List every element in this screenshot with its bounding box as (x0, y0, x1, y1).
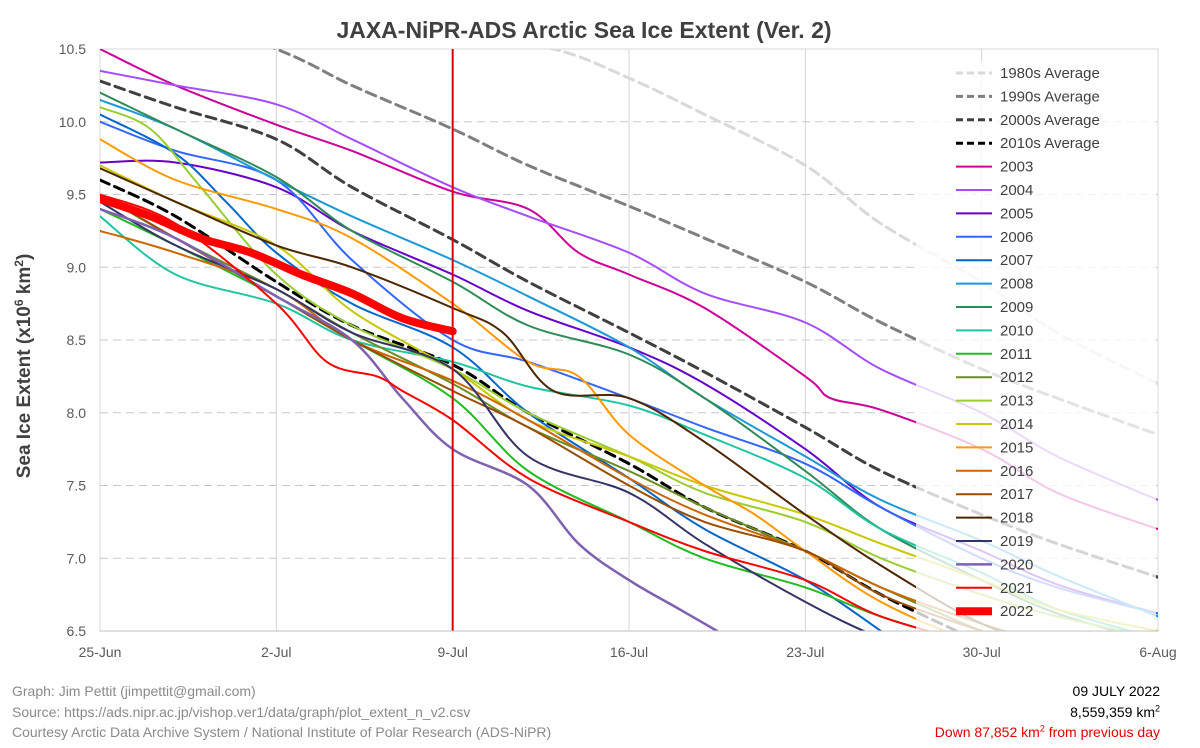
series-line-2015 (100, 138, 948, 631)
series-line-2021 (100, 193, 932, 631)
legend-label-2013: 2013 (1000, 393, 1033, 410)
chart-title: JAXA-NiPR-ADS Arctic Sea Ice Extent (Ver… (336, 17, 831, 43)
x-tick-label: 9-Jul (437, 644, 467, 660)
legend-label-2006: 2006 (1000, 229, 1033, 246)
legend-label-2014: 2014 (1000, 416, 1033, 433)
legend-label-2007: 2007 (1000, 252, 1033, 269)
x-tick-label: 25-Jun (79, 644, 122, 660)
y-tick-label: 7.5 (67, 478, 87, 494)
x-tick-label: 6-Aug (1139, 644, 1176, 660)
legend-label-2009: 2009 (1000, 299, 1033, 316)
legend-label-1990s-average: 1990s Average (1000, 88, 1100, 105)
legend-label-2011: 2011 (1000, 346, 1032, 363)
series-line-2022 (100, 194, 457, 336)
legend-label-2010: 2010 (1000, 322, 1033, 339)
y-tick-label: 9.5 (67, 187, 87, 203)
series-line-1980s-average (546, 49, 1158, 386)
courtesy-credit: Courtesy Arctic Data Archive System / Na… (12, 724, 552, 740)
legend-label-2000s-average: 2000s Average (1000, 112, 1100, 129)
legend-label-2015: 2015 (1000, 439, 1033, 456)
legend-box (916, 61, 1156, 631)
legend-label-2018: 2018 (1000, 510, 1033, 527)
footer-stats: 09 JULY 2022 8,559,359 km2 Down 87,852 k… (935, 681, 1160, 743)
y-tick-label: 10.5 (59, 41, 86, 57)
sea-ice-chart: JAXA-NiPR-ADS Arctic Sea Ice Extent (Ver… (12, 17, 1177, 660)
series-line-2018 (100, 167, 1004, 631)
legend-label-1980s-average: 1980s Average (1000, 65, 1100, 82)
report-date: 09 JULY 2022 (1072, 683, 1160, 699)
legend-label-2019: 2019 (1000, 533, 1033, 550)
legend-label-2003: 2003 (1000, 159, 1033, 176)
y-tick-label: 8.5 (67, 332, 87, 348)
legend-label-2005: 2005 (1000, 205, 1033, 222)
graph-credit: Graph: Jim Pettit (jimpettit@gmail.com) (12, 683, 256, 699)
legend-label-2010s-average: 2010s Average (1000, 135, 1100, 152)
y-tick-label: 8.0 (67, 405, 87, 421)
axes: 6.5 7.0 7.5 8.0 8.5 9.0 9.5 10.0 10.5 25-Jun 2-Jul… (59, 41, 1177, 660)
legend-label-2008: 2008 (1000, 276, 1033, 293)
y-axis-label: Sea Ice Extent (x106 km2) (12, 254, 35, 479)
daily-change: Down 87,852 km2 from previous day (934, 723, 1160, 740)
series-line-2012 (100, 193, 985, 631)
y-tick-label: 9.0 (67, 259, 87, 275)
legend-label-2021: 2021 (1000, 580, 1033, 597)
x-tick-label: 2-Jul (261, 644, 291, 660)
legend-label-2012: 2012 (1000, 369, 1033, 386)
series-line-2019 (100, 200, 867, 631)
series-line-2017 (100, 193, 985, 631)
legend-label-2016: 2016 (1000, 463, 1033, 480)
legend-label-2020: 2020 (1000, 556, 1033, 573)
legend-label-2022: 2022 (1000, 603, 1033, 620)
series-line-2020 (100, 207, 720, 631)
y-tick-label: 6.5 (67, 623, 87, 639)
legend-label-2017: 2017 (1000, 486, 1033, 503)
legend: 1980s Average 1990s Average 2000s Average 2… (916, 61, 1156, 631)
series-layer (100, 49, 1158, 631)
y-tick-label: 7.0 (67, 550, 87, 566)
y-tick-label: 10.0 (59, 114, 86, 130)
legend-label-2004: 2004 (1000, 182, 1033, 199)
x-tick-label: 16-Jul (610, 644, 648, 660)
source-credit: Source: https://ads.nipr.ac.jp/vishop.ve… (12, 703, 471, 720)
extent-value: 8,559,359 km2 (1070, 702, 1160, 720)
x-tick-label: 23-Jul (786, 644, 824, 660)
x-tick-label: 30-Jul (963, 644, 1001, 660)
footer-credits: Graph: Jim Pettit (jimpettit@gmail.com) … (12, 681, 551, 743)
